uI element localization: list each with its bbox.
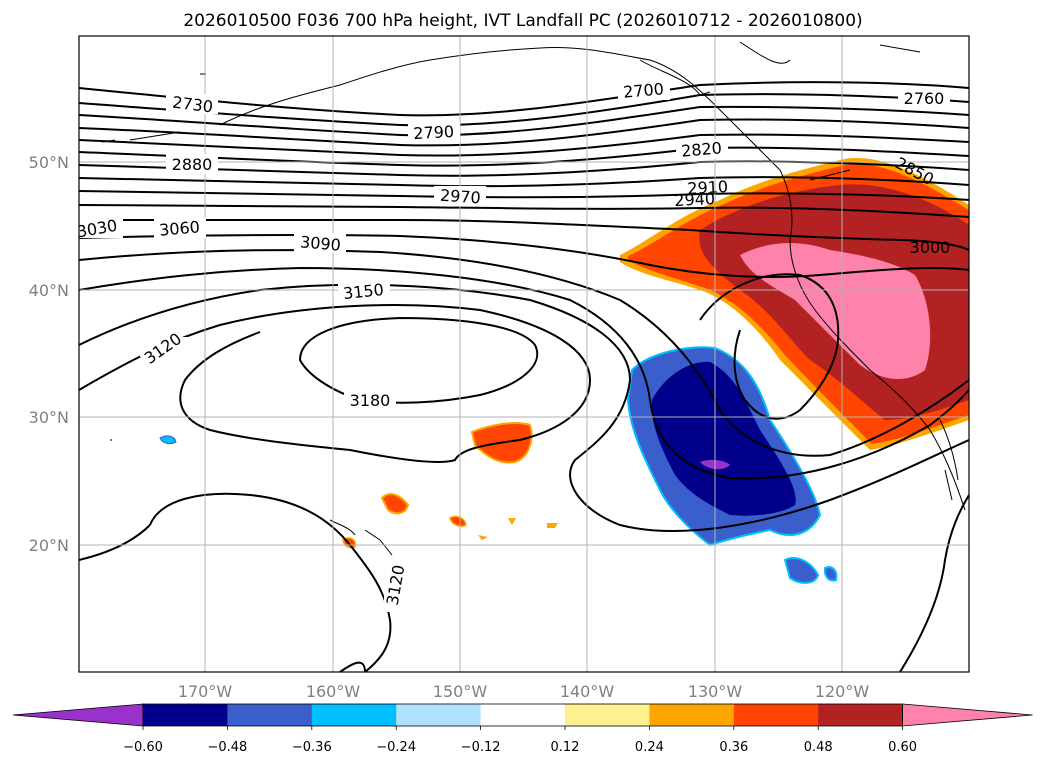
lat-tick-label: 40°N — [29, 281, 69, 300]
contour-label: 2730 — [171, 93, 214, 117]
contour-label: 2700 — [622, 79, 664, 101]
lat-tick-labels: 50°N 40°N 30°N 20°N — [29, 153, 69, 555]
colorbar-segment — [396, 704, 482, 726]
contour-label: 2760 — [904, 89, 945, 108]
contour-label: 3000 — [910, 238, 951, 257]
colorbar-segment — [227, 704, 313, 726]
contour-label: 3060 — [158, 217, 200, 239]
height-contours — [79, 81, 969, 672]
colorbar-extend-high — [902, 703, 1033, 727]
contour-label: 3090 — [299, 232, 341, 254]
lat-tick-label: 30°N — [29, 408, 69, 427]
colorbar-segment — [565, 704, 650, 726]
colorbar-tick-label: 0.60 — [888, 740, 917, 755]
contour-labels: 2730 2700 2760 2790 2820 2850 2880 2910 … — [79, 79, 951, 612]
contour-label: 2790 — [413, 122, 455, 143]
colorbar-tick-label: −0.60 — [123, 740, 163, 755]
map-frame — [78, 35, 970, 673]
colorbar-segment — [480, 704, 566, 726]
contour-label: 3180 — [350, 391, 391, 410]
ivt-positive-region — [342, 158, 969, 549]
colorbar-frame — [142, 703, 903, 727]
colorbar-segment — [143, 704, 228, 726]
colorbar: −0.60 −0.48 −0.36 −0.24 −0.12 0.12 0.24 0.36 0.4… — [12, 703, 1033, 755]
colorbar-tick-label: 0.48 — [804, 740, 833, 755]
colorbar-tick-label: −0.36 — [292, 740, 332, 755]
figure-title: 2026010500 F036 700 hPa height, IVT Land… — [183, 11, 862, 31]
colorbar-tick-label: −0.48 — [207, 740, 247, 755]
lon-tick-label: 150°W — [433, 682, 488, 701]
map-panel: 2730 2700 2760 2790 2820 2850 2880 2910 … — [78, 35, 970, 673]
lon-tick-label: 170°W — [178, 682, 233, 701]
contour-label: 2940 — [674, 189, 716, 210]
colorbar-tick-label: 0.36 — [719, 740, 748, 755]
contour-label: 2910 — [687, 177, 729, 198]
colorbar-tick-label: 0.12 — [551, 740, 580, 755]
contour-label: 2970 — [439, 186, 481, 208]
colorbar-tick-label: −0.12 — [461, 740, 501, 755]
contour-label: 2820 — [680, 138, 722, 160]
lon-tick-label: 140°W — [560, 682, 615, 701]
colorbar-segment — [733, 704, 819, 726]
gridlines — [79, 36, 969, 672]
lon-tick-label: 160°W — [306, 682, 361, 701]
colorbar-tick-label: −0.24 — [376, 740, 416, 755]
contour-label: 3150 — [342, 280, 384, 303]
colorbar-tick-label: 0.24 — [635, 740, 664, 755]
colorbar-extend-low — [12, 703, 144, 727]
colorbar-segment — [818, 704, 904, 726]
contour-label: 2880 — [172, 155, 213, 174]
lon-tick-label: 120°W — [815, 682, 870, 701]
lon-tick-labels: 170°W 160°W 150°W 140°W 130°W 120°W — [178, 682, 870, 701]
colorbar-segment — [649, 704, 735, 726]
lat-tick-label: 50°N — [29, 153, 69, 172]
lon-tick-label: 130°W — [688, 682, 743, 701]
colorbar-segment — [311, 704, 397, 726]
lat-tick-label: 20°N — [29, 536, 69, 555]
